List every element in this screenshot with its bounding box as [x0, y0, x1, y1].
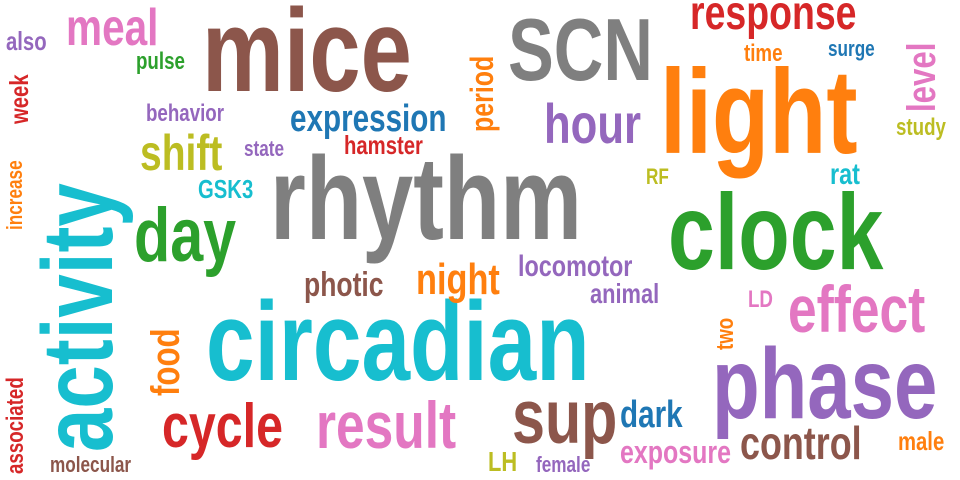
word-scn: SCN [508, 0, 653, 99]
word-pulse: pulse [136, 48, 185, 75]
word-night: night [416, 255, 500, 304]
word-period: period [464, 55, 500, 132]
word-two: two [712, 317, 739, 350]
word-photic: photic [304, 266, 384, 304]
word-behavior: behavior [146, 100, 225, 127]
word-study: study [896, 114, 946, 141]
word-also: also [6, 26, 47, 56]
word-shift: shift [140, 125, 223, 181]
word-rf: RF [646, 164, 669, 189]
word-surge: surge [828, 36, 875, 61]
word-ld: LD [748, 286, 773, 313]
word-hamster: hamster [344, 130, 423, 160]
word-associated: associated [2, 377, 29, 474]
word-hour: hour [544, 92, 642, 155]
word-level: level [900, 42, 944, 112]
word-expression: expression [290, 98, 447, 140]
word-molecular: molecular [50, 452, 132, 477]
word-increase: increase [2, 160, 27, 230]
word-time: time [744, 40, 783, 67]
word-meal: meal [66, 0, 159, 57]
word-control: control [740, 417, 862, 469]
word-locomotor: locomotor [518, 250, 633, 283]
word-lh: LH [488, 446, 518, 477]
word-activity: activity [22, 183, 134, 452]
word-female: female [536, 452, 591, 477]
word-sup: sup [512, 375, 618, 460]
word-dark: dark [620, 394, 683, 436]
word-result: result [316, 388, 457, 462]
word-exposure: exposure [620, 434, 731, 470]
word-gsk3: GSK3 [198, 174, 254, 204]
word-response: response [690, 0, 857, 40]
word-light: light [660, 45, 858, 179]
word-day: day [134, 193, 237, 278]
word-week: week [4, 74, 34, 124]
word-male: male [898, 426, 945, 456]
word-cycle: cycle [162, 392, 284, 461]
word-circadian: circadian [206, 279, 590, 404]
word-phase: phase [712, 328, 938, 440]
word-animal: animal [590, 278, 660, 309]
word-clock: clock [668, 171, 884, 292]
word-food: food [144, 328, 188, 396]
word-rat: rat [830, 158, 860, 191]
word-mice: mice [202, 0, 412, 117]
word-effect: effect [788, 272, 926, 346]
word-rhythm: rhythm [270, 133, 582, 265]
word-state: state [244, 136, 285, 161]
